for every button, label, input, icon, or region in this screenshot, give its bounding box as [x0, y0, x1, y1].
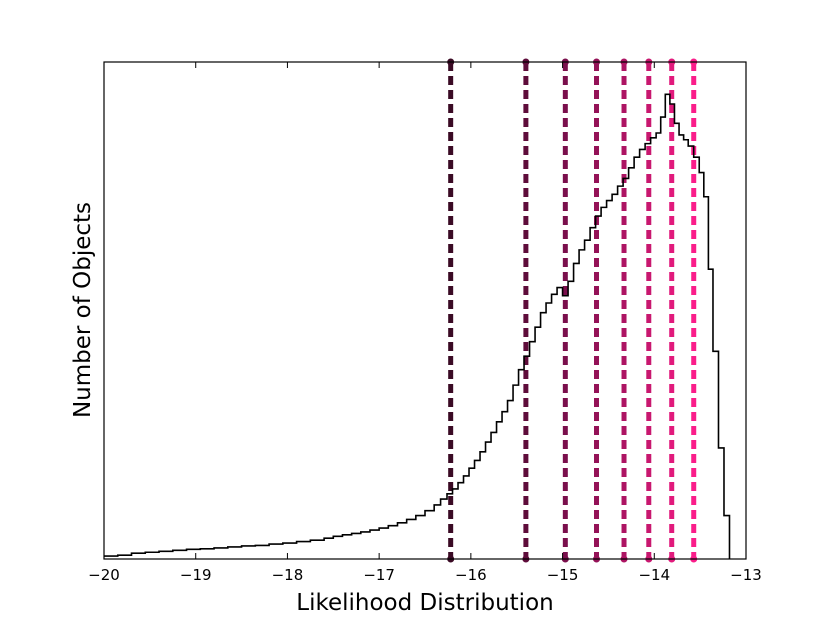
plot-frame	[103, 61, 747, 560]
x-ticks-group: −20 −19 −18 −17 −16 −15 −14 −13	[88, 62, 762, 584]
x-tick-label: −13	[730, 566, 762, 584]
plot-area	[104, 62, 746, 559]
x-tick-label: −19	[180, 566, 212, 584]
histogram-outline	[104, 93, 731, 559]
x-axis-title: Likelihood Distribution	[296, 590, 553, 616]
x-tick-label: −20	[88, 566, 120, 584]
y-axis-title: Number of Objects	[70, 202, 96, 418]
x-tick-label: −15	[547, 566, 579, 584]
x-tick-label: −14	[638, 566, 670, 584]
x-tick-label: −17	[363, 566, 395, 584]
histogram-group	[104, 93, 731, 559]
x-tick-label: −16	[455, 566, 487, 584]
x-tick-label: −18	[272, 566, 304, 584]
